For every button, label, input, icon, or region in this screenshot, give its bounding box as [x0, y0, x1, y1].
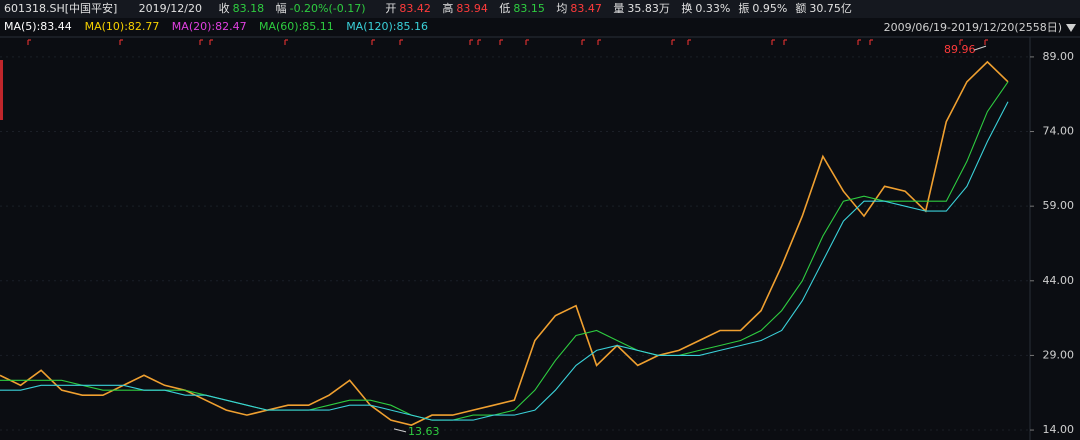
- min-label: 13.63: [408, 425, 440, 438]
- legend-entry: MA(10):82.77: [85, 20, 160, 33]
- field-label: 量: [613, 2, 624, 15]
- event-flag: [27, 39, 31, 45]
- event-flag: [477, 39, 481, 45]
- series-line: [0, 81, 1009, 421]
- event-flag: [499, 39, 503, 45]
- event-flag: [959, 39, 963, 45]
- event-flag: [119, 39, 123, 45]
- event-flag: [284, 39, 288, 45]
- field-value: 0.95%: [752, 2, 787, 15]
- event-flag: [597, 39, 601, 45]
- range-label: 2009/06/19-2019/12/20(2558日): [884, 21, 1062, 34]
- field-label: 均: [556, 2, 567, 15]
- field-value: 30.75亿: [809, 2, 852, 15]
- field-label: 额: [795, 2, 806, 15]
- legend-entry: MA(20):82.47: [172, 20, 247, 33]
- date: 2019/12/20: [139, 2, 202, 15]
- event-flag: [399, 39, 403, 45]
- event-flag: [371, 39, 375, 45]
- event-flag: [199, 39, 203, 45]
- event-flag: [771, 39, 775, 45]
- field-value: 83.18: [233, 2, 265, 15]
- range-dropdown[interactable]: [1066, 24, 1076, 32]
- max-label: 89.96: [944, 43, 976, 56]
- field-value: 83.42: [399, 2, 431, 15]
- event-flag: [671, 39, 675, 45]
- header: 601318.SH[中国平安] 2019/12/20 收 83.18 幅 -0.20%(-…: [4, 1, 852, 33]
- field-label: 收: [219, 1, 230, 15]
- field-value: 83.15: [513, 2, 545, 15]
- field-value: 83.94: [456, 2, 488, 15]
- event-flag: [209, 39, 213, 45]
- field-label: 换: [681, 1, 692, 15]
- field-value: 35.83万: [627, 2, 670, 15]
- plot: 14.00 29.00 44.00 59.00 74.00 89.00 89.96 13.63: [0, 43, 1074, 438]
- side-marker: [0, 60, 3, 120]
- y-tick-label: 14.00: [1043, 423, 1075, 436]
- event-flag: [581, 39, 585, 45]
- field-label: 幅: [276, 2, 287, 15]
- field-value: -0.20%(-0.17): [290, 2, 366, 15]
- legend-entry: MA(60):85.11: [259, 20, 334, 33]
- field-label: 开: [385, 2, 396, 15]
- field-label: 振: [738, 1, 749, 15]
- max-arrow: [973, 45, 987, 51]
- event-flag: [783, 39, 787, 45]
- min-arrow: [393, 428, 407, 433]
- event-flag: [469, 39, 473, 45]
- y-tick-label: 44.00: [1043, 274, 1075, 287]
- legend-entry: MA(5):83.44: [4, 20, 72, 33]
- series-line: [0, 101, 1009, 421]
- event-flag: [857, 39, 861, 45]
- event-flag: [984, 39, 988, 45]
- event-flag: [869, 39, 873, 45]
- field-value: 83.47: [570, 2, 602, 15]
- y-tick-label: 59.00: [1043, 199, 1075, 212]
- field-label: 高: [442, 1, 453, 15]
- y-tick-label: 89.00: [1043, 50, 1075, 63]
- legend-entry: MA(120):85.16: [346, 20, 428, 33]
- stock-code: 601318.SH[中国平安]: [4, 1, 117, 15]
- series-line: [0, 60, 1009, 426]
- field-label: 低: [499, 2, 510, 15]
- event-flag: [525, 39, 529, 45]
- y-tick-label: 74.00: [1043, 125, 1075, 138]
- y-tick-label: 29.00: [1043, 348, 1075, 361]
- header-bar: [0, 0, 1080, 18]
- field-value: 0.33%: [695, 2, 730, 15]
- event-flag: [687, 39, 691, 45]
